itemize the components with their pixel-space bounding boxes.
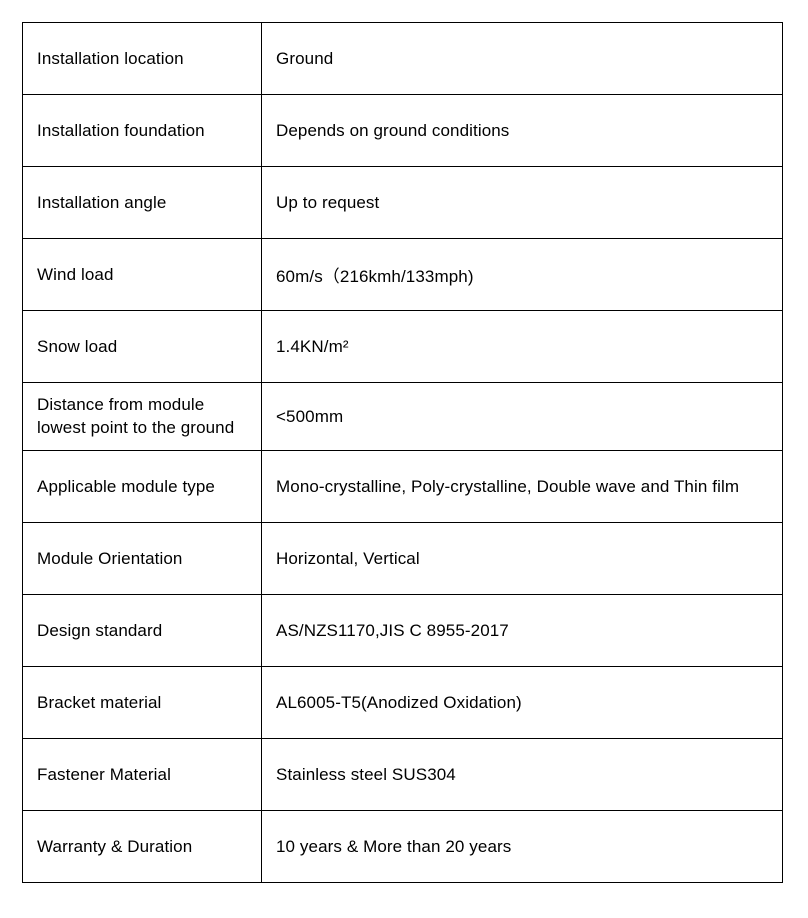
table-row: Module Orientation Horizontal, Vertical <box>23 523 783 595</box>
row-value: AS/NZS1170,JIS C 8955-2017 <box>262 595 783 667</box>
label-line1: Distance from module <box>37 395 204 414</box>
table-row: Snow load 1.4KN/m² <box>23 311 783 383</box>
table-row: Distance from module lowest point to the … <box>23 383 783 451</box>
row-value: Stainless steel SUS304 <box>262 739 783 811</box>
table-row: Design standard AS/NZS1170,JIS C 8955-20… <box>23 595 783 667</box>
row-label: Wind load <box>23 239 262 311</box>
row-label: Distance from module lowest point to the … <box>23 383 262 451</box>
table-row: Warranty & Duration 10 years & More than… <box>23 811 783 883</box>
row-value: 10 years & More than 20 years <box>262 811 783 883</box>
specifications-table: Installation location Ground Installatio… <box>22 22 783 883</box>
table-row: Installation foundation Depends on groun… <box>23 95 783 167</box>
row-label: Bracket material <box>23 667 262 739</box>
row-label: Installation angle <box>23 167 262 239</box>
row-value: <500mm <box>262 383 783 451</box>
table-row: Wind load 60m/s（216kmh/133mph) <box>23 239 783 311</box>
row-label: Installation foundation <box>23 95 262 167</box>
row-value: Up to request <box>262 167 783 239</box>
row-label: Design standard <box>23 595 262 667</box>
row-label: Module Orientation <box>23 523 262 595</box>
row-value: Horizontal, Vertical <box>262 523 783 595</box>
table-row: Installation location Ground <box>23 23 783 95</box>
table-body: Installation location Ground Installatio… <box>23 23 783 883</box>
row-value: Depends on ground conditions <box>262 95 783 167</box>
table-row: Installation angle Up to request <box>23 167 783 239</box>
row-label: Applicable module type <box>23 451 262 523</box>
row-value: 1.4KN/m² <box>262 311 783 383</box>
table-row: Fastener Material Stainless steel SUS304 <box>23 739 783 811</box>
row-label: Snow load <box>23 311 262 383</box>
table-row: Applicable module type Mono-crystalline,… <box>23 451 783 523</box>
row-value: AL6005-T5(Anodized Oxidation) <box>262 667 783 739</box>
row-label: Warranty & Duration <box>23 811 262 883</box>
row-label: Installation location <box>23 23 262 95</box>
label-line2: lowest point to the ground <box>37 418 234 437</box>
table-row: Bracket material AL6005-T5(Anodized Oxid… <box>23 667 783 739</box>
row-value: Ground <box>262 23 783 95</box>
row-value: 60m/s（216kmh/133mph) <box>262 239 783 311</box>
row-label: Fastener Material <box>23 739 262 811</box>
row-value: Mono-crystalline, Poly-crystalline, Doub… <box>262 451 783 523</box>
